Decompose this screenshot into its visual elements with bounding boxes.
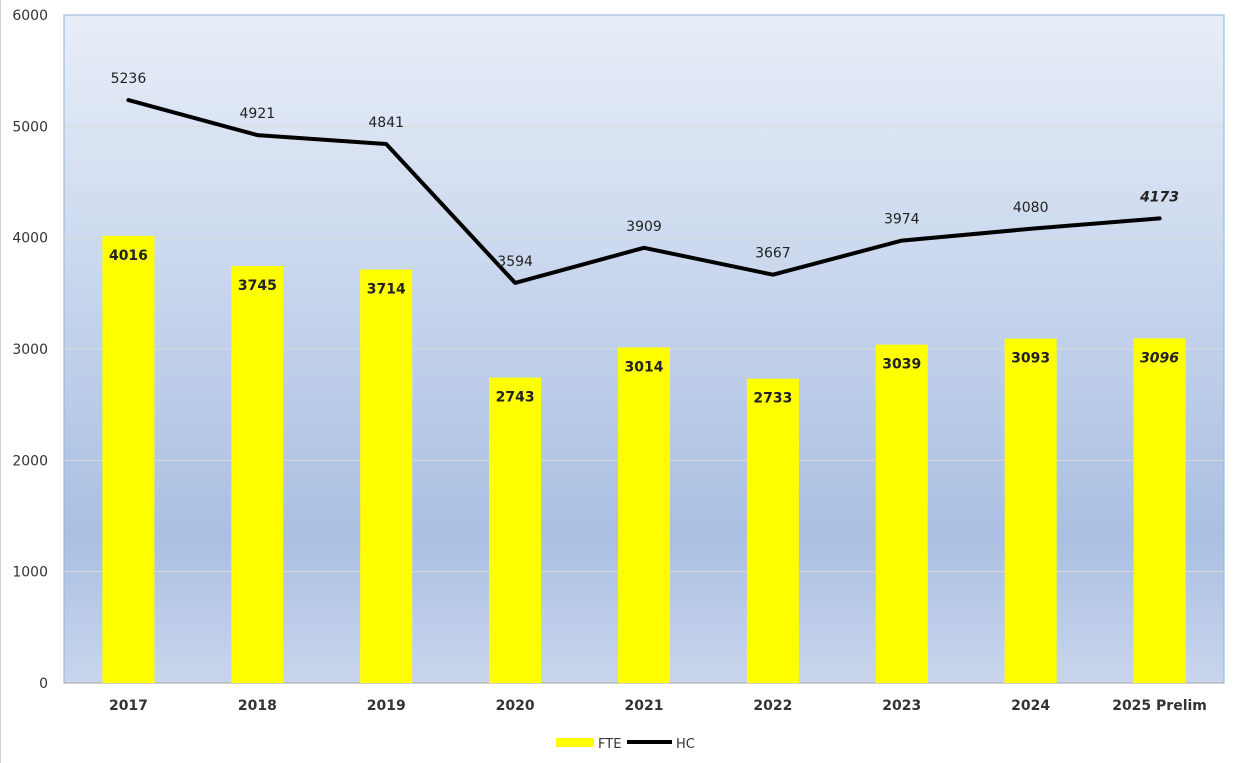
- bar-fte: [231, 266, 284, 683]
- bar-fte: [489, 377, 542, 683]
- y-tick-label: 2000: [12, 453, 48, 469]
- point-label-hc: 4173: [1139, 189, 1179, 205]
- point-label-hc: 3594: [497, 254, 533, 270]
- bar-fte: [1004, 338, 1057, 683]
- y-tick-label: 4000: [12, 231, 48, 247]
- point-label-hc: 3974: [884, 212, 920, 228]
- y-tick-label: 0: [39, 676, 48, 692]
- x-tick-label: 2024: [1011, 698, 1050, 714]
- point-label-hc: 4080: [1013, 200, 1049, 216]
- bar-fte: [102, 235, 155, 684]
- bar-label-fte: 3093: [1011, 351, 1050, 367]
- left-border: [0, 0, 1, 763]
- bar-label-fte: 3714: [367, 282, 406, 298]
- point-label-hc: 3667: [755, 246, 791, 262]
- bar-label-fte: 3039: [882, 357, 921, 373]
- x-tick-label: 2020: [496, 698, 535, 714]
- bar-label-fte: 4016: [109, 248, 148, 264]
- bar-label-fte: 3096: [1140, 350, 1179, 366]
- bar-label-fte: 2733: [753, 391, 792, 407]
- bar-fte: [618, 347, 670, 683]
- bar-fte: [875, 344, 928, 683]
- legend-swatch-fte: [556, 738, 594, 747]
- bar-label-fte: 3745: [238, 278, 277, 294]
- point-label-hc: 5236: [111, 71, 147, 87]
- x-tick-label: 2019: [367, 698, 406, 714]
- x-tick-label: 2017: [109, 698, 148, 714]
- y-tick-label: 3000: [12, 342, 48, 358]
- x-tick-label: 2025 Prelim: [1112, 698, 1207, 714]
- point-label-hc: 4841: [368, 115, 404, 131]
- line-hc: [126, 98, 1162, 285]
- bar-label-fte: 3014: [625, 359, 664, 375]
- x-tick-label: 2021: [625, 698, 664, 714]
- x-tick-label: 2023: [882, 698, 921, 714]
- y-tick-label: 1000: [12, 565, 48, 581]
- x-tick-label: 2022: [753, 698, 792, 714]
- legend-label-hc: HC: [676, 737, 695, 752]
- x-tick-label: 2018: [238, 698, 277, 714]
- point-label-hc: 4921: [240, 106, 276, 122]
- y-tick-label: 5000: [12, 119, 48, 135]
- bar-fte: [1133, 338, 1186, 683]
- bar-fte: [746, 378, 799, 683]
- point-label-hc: 3909: [626, 219, 662, 235]
- bar-label-fte: 2743: [496, 390, 535, 406]
- legend-label-fte: FTE: [598, 737, 621, 752]
- y-tick-label: 6000: [12, 8, 48, 24]
- bar-fte: [360, 269, 413, 683]
